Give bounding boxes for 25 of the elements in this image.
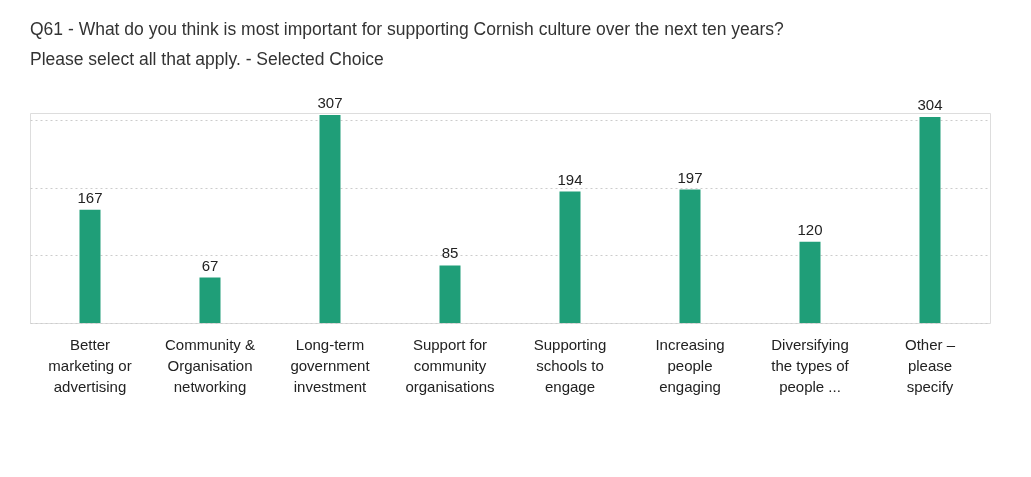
bar: [319, 115, 341, 323]
x-tick-label: Supporting schools to engage: [533, 335, 607, 395]
x-tick-label: Diversifying the types of people ...: [771, 335, 850, 395]
x-tick-label: Community & Organisation networking: [164, 335, 256, 395]
data-label: 167: [77, 188, 103, 206]
data-label: 194: [557, 170, 583, 188]
data-label: 307: [317, 94, 343, 112]
data-label: 120: [797, 220, 823, 238]
bar: [679, 189, 701, 323]
bar: [559, 191, 581, 323]
chart-title: Q61 - What do you think is most important for supporting Cornish culture over the next ten years? Please select all that apply. - Selected Choice: [30, 18, 785, 69]
x-tick-label: Other – please specify: [904, 335, 956, 395]
bar: [439, 265, 461, 323]
x-tick-label: Better marketing or advertising: [48, 335, 132, 395]
bar: [79, 209, 101, 323]
x-tick-label: Increasing people engaging: [655, 335, 725, 395]
x-tick-label: Support for community organisations: [405, 335, 495, 395]
bar: [919, 117, 941, 323]
x-tick-label: Long-term government investment: [290, 335, 371, 395]
bar: [799, 241, 821, 323]
data-label: 85: [441, 244, 459, 262]
data-label: 197: [677, 168, 703, 186]
data-label: 304: [917, 96, 943, 114]
data-label: 67: [201, 256, 219, 274]
bar: [199, 277, 221, 323]
